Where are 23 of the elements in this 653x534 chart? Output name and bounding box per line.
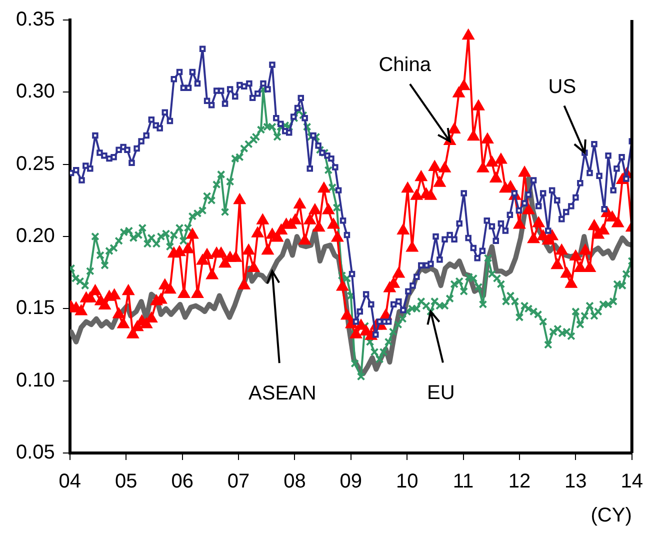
x-tick-label: 11 bbox=[452, 470, 474, 493]
annotation: US bbox=[548, 76, 576, 98]
annotation: China bbox=[378, 54, 432, 76]
annotation: ASEAN bbox=[248, 382, 316, 404]
x-tick-label: 12 bbox=[508, 470, 531, 493]
y-tick-label: 0.25 bbox=[16, 152, 55, 175]
y-tick-label: 0.05 bbox=[16, 442, 55, 464]
y-tick-label: 0.15 bbox=[16, 297, 55, 320]
x-tick-label: 14 bbox=[620, 470, 643, 493]
x-tick-label: 13 bbox=[564, 470, 587, 493]
y-tick-label: 0.10 bbox=[16, 369, 55, 392]
annotation: EU bbox=[427, 382, 455, 404]
y-tick-label: 0.30 bbox=[16, 80, 55, 103]
x-tick-label: 08 bbox=[284, 470, 306, 493]
x-tick-label: 04 bbox=[58, 470, 82, 493]
x-tick-label: 09 bbox=[340, 470, 362, 493]
x-axis-title: (CY) bbox=[590, 504, 632, 527]
x-tick-label: 06 bbox=[171, 470, 194, 493]
y-tick-label: 0.20 bbox=[16, 225, 55, 248]
y-tick-label: 0.35 bbox=[16, 8, 55, 31]
x-tick-label: 07 bbox=[227, 470, 250, 493]
x-tick-label: 05 bbox=[114, 470, 138, 493]
x-tick-label: 10 bbox=[396, 470, 418, 493]
